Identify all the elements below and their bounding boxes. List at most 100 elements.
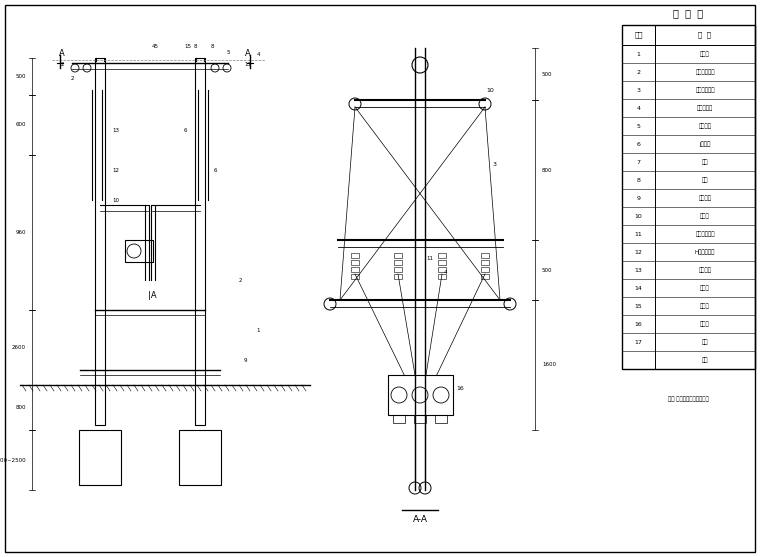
Bar — [195, 58, 205, 425]
Text: H式电缆子架: H式电缆子架 — [695, 249, 715, 255]
Bar — [351, 274, 359, 279]
Bar — [622, 25, 755, 369]
Bar — [414, 415, 426, 423]
Text: 3: 3 — [493, 163, 497, 168]
Bar — [393, 415, 405, 423]
Text: 16: 16 — [635, 321, 642, 326]
Bar — [351, 260, 359, 265]
Text: 500: 500 — [15, 74, 26, 79]
Bar — [394, 267, 402, 272]
Text: 6: 6 — [637, 141, 641, 146]
Bar — [125, 240, 153, 262]
Text: 8: 8 — [193, 45, 197, 50]
Text: 剥校线: 剥校线 — [700, 303, 710, 309]
Text: 1: 1 — [637, 51, 641, 56]
Text: A-A: A-A — [413, 515, 427, 525]
Text: 防氧销售: 防氧销售 — [698, 123, 711, 129]
Text: 抱夹卡: 抱夹卡 — [700, 213, 710, 219]
Text: 7: 7 — [637, 159, 641, 164]
Text: 说明 具有用关少量标图安表: 说明 具有用关少量标图安表 — [668, 396, 709, 402]
Text: 10: 10 — [486, 87, 494, 92]
Text: 2: 2 — [637, 70, 641, 75]
Bar — [394, 260, 402, 265]
Text: 15: 15 — [635, 304, 642, 309]
Text: 10: 10 — [635, 213, 642, 218]
Circle shape — [211, 64, 219, 72]
Text: 9: 9 — [637, 196, 641, 201]
Text: 接地装置: 接地装置 — [698, 195, 711, 201]
Circle shape — [223, 64, 231, 72]
Text: 8: 8 — [211, 45, 214, 50]
Text: 新式电缆子架: 新式电缆子架 — [695, 231, 714, 237]
Text: 14: 14 — [635, 286, 642, 291]
Bar — [351, 267, 359, 272]
Text: A: A — [245, 50, 251, 58]
Bar — [435, 415, 447, 423]
Text: 960: 960 — [15, 230, 26, 235]
Bar — [438, 274, 446, 279]
Text: 1600: 1600 — [542, 363, 556, 368]
Text: 15: 15 — [185, 45, 192, 50]
Bar — [394, 274, 402, 279]
Text: 测器头: 测器头 — [700, 321, 710, 327]
Circle shape — [83, 64, 91, 72]
Text: 11: 11 — [245, 62, 252, 67]
Text: 4: 4 — [637, 105, 641, 110]
Text: |A: |A — [148, 291, 157, 300]
Text: 9: 9 — [243, 358, 247, 363]
Text: 8: 8 — [637, 178, 641, 183]
Text: J型抱箍: J型抱箍 — [699, 141, 711, 147]
Text: 材  料  表: 材 料 表 — [673, 8, 704, 18]
Text: 11: 11 — [426, 256, 433, 261]
Bar — [95, 58, 105, 425]
Text: 6: 6 — [183, 128, 187, 133]
Text: 3000~2500: 3000~2500 — [0, 457, 26, 462]
Bar — [351, 253, 359, 258]
Text: 其他: 其他 — [701, 339, 708, 345]
Text: 序号: 序号 — [635, 32, 643, 38]
Text: 剥角河套: 剥角河套 — [698, 267, 711, 273]
Text: 上架: 上架 — [701, 159, 708, 165]
Text: 12: 12 — [635, 250, 642, 255]
Text: 13: 13 — [112, 128, 119, 133]
Bar — [438, 260, 446, 265]
Circle shape — [71, 64, 79, 72]
Text: 12: 12 — [112, 168, 119, 173]
Text: 2: 2 — [70, 76, 74, 81]
Text: 13: 13 — [635, 267, 642, 272]
Text: 6: 6 — [214, 168, 217, 173]
Bar — [481, 260, 489, 265]
Bar — [481, 274, 489, 279]
Text: 600: 600 — [15, 123, 26, 128]
Text: 45: 45 — [151, 45, 159, 50]
Bar — [481, 253, 489, 258]
Text: 2600: 2600 — [12, 345, 26, 350]
Bar — [622, 25, 755, 45]
Bar — [179, 430, 221, 485]
Text: A: A — [59, 50, 65, 58]
Text: 钢制方支撑架: 钢制方支撑架 — [695, 87, 714, 93]
Text: 5: 5 — [226, 50, 230, 55]
Text: 名  称: 名 称 — [698, 32, 711, 38]
Text: 500: 500 — [542, 267, 553, 272]
Text: 10: 10 — [112, 198, 119, 203]
Bar — [438, 267, 446, 272]
Text: 接箱底座套: 接箱底座套 — [697, 105, 713, 111]
Text: 4: 4 — [256, 52, 260, 57]
Bar — [438, 253, 446, 258]
Text: 3: 3 — [637, 87, 641, 92]
Text: 剥导层: 剥导层 — [700, 285, 710, 291]
Text: 支架件: 支架件 — [700, 51, 710, 57]
Text: 500: 500 — [542, 71, 553, 76]
Text: 钢管直管组件: 钢管直管组件 — [695, 69, 714, 75]
Bar — [388, 375, 453, 415]
Text: 11: 11 — [635, 232, 642, 237]
Text: 5: 5 — [637, 124, 641, 129]
Bar — [481, 267, 489, 272]
Text: 2: 2 — [238, 277, 242, 282]
Bar — [394, 253, 402, 258]
Text: 16: 16 — [456, 385, 464, 390]
Text: 下板: 下板 — [701, 177, 708, 183]
Text: 17: 17 — [635, 340, 642, 344]
Text: 1: 1 — [256, 328, 260, 333]
